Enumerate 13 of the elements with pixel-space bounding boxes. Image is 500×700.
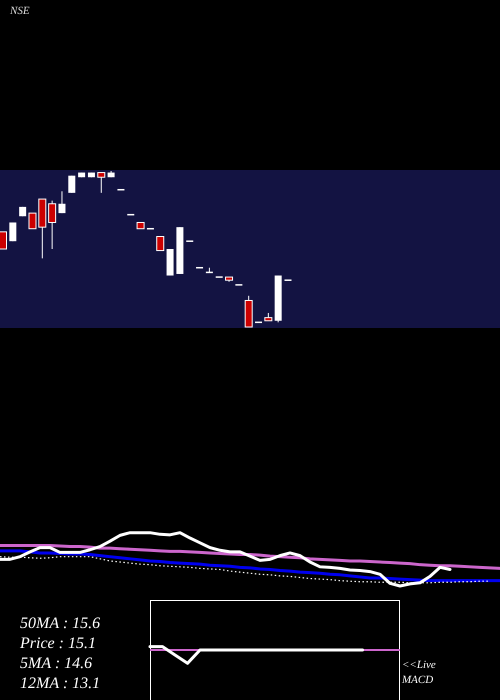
candlestick: [0, 231, 7, 250]
text: <<Live: [402, 659, 436, 671]
candlestick: [97, 172, 106, 194]
candlestick: [156, 236, 164, 252]
chart-title: NSE: [9, 5, 30, 17]
candlestick: [68, 175, 76, 194]
text: 5MA : 14.6: [20, 655, 92, 672]
text: Price : 15.1: [19, 635, 96, 652]
text: 12MA : 13.1: [20, 675, 100, 692]
text: MACD: [401, 674, 434, 686]
text: 50MA : 15.6: [20, 615, 100, 632]
candlestick: [58, 190, 66, 214]
candlestick: [28, 212, 36, 230]
